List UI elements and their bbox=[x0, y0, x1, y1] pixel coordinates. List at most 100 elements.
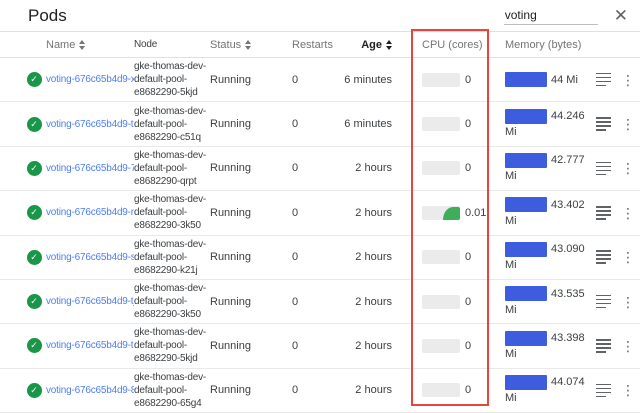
logs-icon[interactable] bbox=[595, 250, 611, 264]
logs-icon[interactable] bbox=[595, 339, 611, 353]
memory-value: 44.246 Mi bbox=[505, 110, 585, 139]
column-label-memory: Memory (bytes) bbox=[505, 38, 582, 51]
column-header-memory: Memory (bytes) bbox=[490, 39, 590, 51]
more-vert-icon[interactable]: ⋮ bbox=[621, 382, 635, 399]
pod-age: 6 minutes bbox=[344, 118, 392, 131]
logs-icon[interactable] bbox=[595, 294, 611, 309]
cpu-value: 0 bbox=[465, 384, 472, 397]
pod-status: Running bbox=[210, 339, 251, 352]
more-vert-icon[interactable]: ⋮ bbox=[621, 71, 635, 88]
logs-icon[interactable] bbox=[595, 72, 611, 87]
pod-restarts: 0 bbox=[292, 384, 299, 397]
logs-icon[interactable] bbox=[595, 383, 611, 398]
logs-icon[interactable] bbox=[595, 206, 611, 220]
memory-value: 42.777 Mi bbox=[505, 154, 585, 183]
memory-usage-bar bbox=[505, 241, 547, 257]
pod-node-line: gke-thomas-dev- bbox=[134, 149, 207, 161]
pod-age: 2 hours bbox=[355, 384, 392, 397]
pod-node-line: e8682290-5kjd bbox=[134, 87, 198, 99]
status-ok-icon: ✓ bbox=[26, 160, 42, 176]
cpu-usage-bar bbox=[422, 117, 460, 132]
pod-node-line: e8682290-c51q bbox=[134, 131, 201, 143]
pod-node: gke-thomas-dev-default-pool-e8682290-65g… bbox=[134, 371, 210, 410]
pod-node-line: e8682290-3k50 bbox=[134, 220, 201, 232]
close-icon[interactable]: ✕ bbox=[613, 6, 628, 25]
cpu-usage-bar bbox=[422, 205, 460, 220]
column-header-node: Node bbox=[134, 38, 210, 51]
pod-node-line: gke-thomas-dev- bbox=[134, 371, 207, 383]
pod-node: gke-thomas-dev-default-pool-e8682290-5kj… bbox=[134, 326, 210, 365]
cpu-value: 0 bbox=[465, 73, 472, 86]
pod-restarts: 0 bbox=[292, 162, 299, 175]
column-header-age[interactable]: Age bbox=[338, 39, 412, 51]
pod-node-line: default-pool- bbox=[134, 74, 187, 86]
pod-age: 2 hours bbox=[355, 339, 392, 352]
pod-name-link[interactable]: voting-676c65b4d9-tj6 bbox=[46, 296, 134, 308]
cpu-usage-bar bbox=[422, 250, 460, 265]
pod-name-link[interactable]: voting-676c65b4d9-srl bbox=[46, 251, 134, 263]
status-ok-icon: ✓ bbox=[26, 294, 42, 310]
pod-node: gke-thomas-dev-default-pool-e8682290-5kj… bbox=[134, 60, 210, 99]
sort-icon bbox=[79, 39, 86, 50]
column-label-name: Name bbox=[46, 38, 76, 51]
logs-icon[interactable] bbox=[595, 117, 611, 131]
pod-node-line: default-pool- bbox=[134, 296, 187, 308]
pod-node-line: e8682290-k21j bbox=[134, 264, 198, 276]
pod-name-link[interactable]: voting-676c65b4d9-8fl bbox=[46, 384, 134, 396]
logs-icon[interactable] bbox=[595, 161, 611, 176]
more-vert-icon[interactable]: ⋮ bbox=[621, 293, 635, 310]
pod-name-link[interactable]: voting-676c65b4d9-tpj bbox=[46, 340, 134, 352]
column-header-cpu: CPU (cores) bbox=[412, 39, 490, 51]
memory-value: 44.074 Mi bbox=[505, 376, 585, 405]
column-header-name[interactable]: Name bbox=[46, 39, 134, 51]
table-row: ✓ voting-676c65b4d9-72 gke-thomas-dev-defa… bbox=[0, 147, 640, 192]
pod-name-link[interactable]: voting-676c65b4d9-72 bbox=[46, 162, 134, 174]
cpu-usage-bar bbox=[422, 338, 460, 353]
cpu-usage-bar bbox=[422, 383, 460, 398]
pod-age: 2 hours bbox=[355, 251, 392, 264]
pod-name-link[interactable]: voting-676c65b4d9-nv bbox=[46, 207, 134, 219]
pod-node-line: gke-thomas-dev- bbox=[134, 283, 207, 295]
search-input[interactable] bbox=[503, 6, 598, 25]
pod-node-line: e8682290-3k50 bbox=[134, 309, 201, 321]
pod-restarts: 0 bbox=[292, 251, 299, 264]
pod-node-line: gke-thomas-dev- bbox=[134, 105, 207, 117]
pod-restarts: 0 bbox=[292, 73, 299, 86]
pod-status: Running bbox=[210, 206, 251, 219]
sort-icon bbox=[245, 39, 252, 50]
memory-usage-bar bbox=[505, 108, 547, 124]
pod-name-link[interactable]: voting-676c65b4d9-xs- bbox=[46, 74, 134, 86]
cpu-value: 0 bbox=[465, 251, 472, 264]
cpu-value: 0 bbox=[465, 162, 472, 175]
table-row: ✓ voting-676c65b4d9-nv gke-thomas-dev-defa… bbox=[0, 191, 640, 236]
more-vert-icon[interactable]: ⋮ bbox=[621, 337, 635, 354]
pod-node: gke-thomas-dev-default-pool-e8682290-3k5… bbox=[134, 282, 210, 321]
memory-usage-bar bbox=[505, 286, 547, 302]
table-row: ✓ voting-676c65b4d9-8fl gke-thomas-dev-def… bbox=[0, 369, 640, 413]
memory-usage-bar bbox=[505, 374, 547, 390]
memory-value: 43.090 Mi bbox=[505, 243, 585, 272]
pod-node-line: default-pool- bbox=[134, 340, 187, 352]
more-vert-icon[interactable]: ⋮ bbox=[621, 249, 635, 266]
page-header: Pods ✕ bbox=[0, 0, 640, 32]
column-label-cpu: CPU (cores) bbox=[422, 38, 483, 51]
cpu-usage-bar bbox=[422, 72, 460, 87]
column-header-status[interactable]: Status bbox=[210, 39, 282, 51]
pod-restarts: 0 bbox=[292, 295, 299, 308]
pod-name-link[interactable]: voting-676c65b4d9-tpr bbox=[46, 118, 134, 130]
more-vert-icon[interactable]: ⋮ bbox=[621, 160, 635, 177]
pod-node-line: default-pool- bbox=[134, 251, 187, 263]
more-vert-icon[interactable]: ⋮ bbox=[621, 116, 635, 133]
pod-status: Running bbox=[210, 251, 251, 264]
filter-search: ✕ bbox=[503, 6, 628, 25]
table-row: ✓ voting-676c65b4d9-srl gke-thomas-dev-def… bbox=[0, 236, 640, 280]
status-ok-icon: ✓ bbox=[26, 205, 42, 221]
status-ok-icon: ✓ bbox=[26, 249, 42, 265]
more-vert-icon[interactable]: ⋮ bbox=[621, 204, 635, 221]
pod-node-line: default-pool- bbox=[134, 207, 187, 219]
pod-restarts: 0 bbox=[292, 118, 299, 131]
pod-node: gke-thomas-dev-default-pool-e8682290-c51… bbox=[134, 105, 210, 144]
status-ok-icon: ✓ bbox=[26, 116, 42, 132]
cpu-value: 0 bbox=[465, 118, 472, 131]
